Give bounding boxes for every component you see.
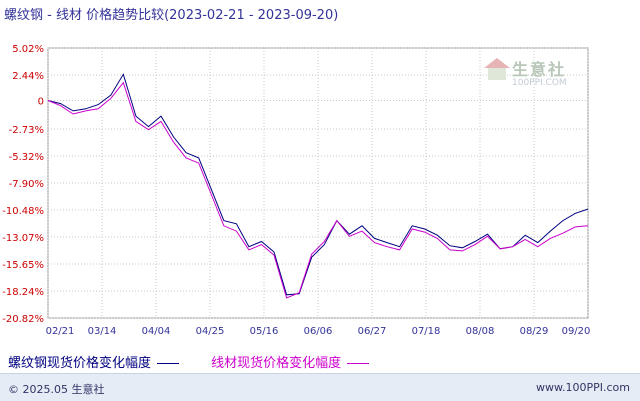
y-tick-label: -5.32% (9, 152, 44, 163)
y-tick-label: -15.65% (2, 260, 44, 271)
x-tick-label: 08/29 (520, 326, 549, 337)
series-lines (47, 73, 589, 299)
x-tick-label: 08/08 (466, 326, 495, 337)
x-tick-label: 04/25 (196, 326, 225, 337)
x-tick-label: 03/14 (88, 326, 117, 337)
y-tick-label: 2.44% (12, 71, 44, 82)
legend-item-rebar: 螺纹钢现货价格变化幅度 (8, 356, 183, 371)
y-tick-label: -20.82% (2, 314, 44, 325)
watermark-url: 100PPI.COM (512, 78, 567, 88)
legend-swatch-rebar (157, 363, 180, 364)
y-tick-label: -18.24% (2, 287, 44, 298)
x-axis-ticks: 02/21 03/14 04/04 04/25 05/16 06/06 06/27 07/18… (46, 326, 591, 337)
x-tick-label: 05/16 (250, 326, 279, 337)
chart-title: 螺纹钢 - 线材 价格趋势比较(2023-02-21 - 2023-09-20) (4, 8, 339, 23)
x-tick-label: 09/20 (562, 326, 591, 337)
footer-site-link[interactable]: www.100PPI.com (536, 381, 630, 394)
y-tick-label: -10.48% (2, 206, 44, 217)
series-line-wire-rod (47, 81, 589, 299)
x-tick-label: 06/06 (304, 326, 333, 337)
x-tick-label: 06/27 (358, 326, 387, 337)
legend-label-wire-rod: 线材现货价格变化幅度 (211, 356, 342, 371)
y-tick-label: 5.02% (12, 44, 44, 55)
x-tick-label: 07/18 (412, 326, 441, 337)
watermark: 生意社 100PPI.COM (484, 56, 580, 92)
y-axis-ticks: 5.02% 2.44% 0 -2.73% -5.32% -7.90% -10.48% -13.… (2, 44, 44, 325)
legend-item-wire-rod: 线材现货价格变化幅度 (211, 356, 370, 371)
legend: 螺纹钢现货价格变化幅度 线材现货价格变化幅度 (8, 352, 370, 371)
legend-swatch-wire-rod (347, 363, 370, 364)
y-tick-label: -7.90% (9, 179, 44, 190)
watermark-name: 生意社 (512, 60, 567, 79)
y-tick-label: -2.73% (9, 125, 44, 136)
footer: © 2025.05 生意社 www.100PPI.com (0, 373, 640, 401)
x-tick-label: 04/04 (142, 326, 171, 337)
footer-copyright: © 2025.05 生意社 (8, 383, 105, 396)
legend-label-rebar: 螺纹钢现货价格变化幅度 (8, 356, 152, 371)
y-tick-label: -13.07% (2, 233, 44, 244)
y-tick-label: 0 (38, 96, 44, 107)
house-logo-icon (484, 58, 510, 82)
grid-lines (47, 47, 589, 319)
x-tick-label: 02/21 (46, 326, 75, 337)
